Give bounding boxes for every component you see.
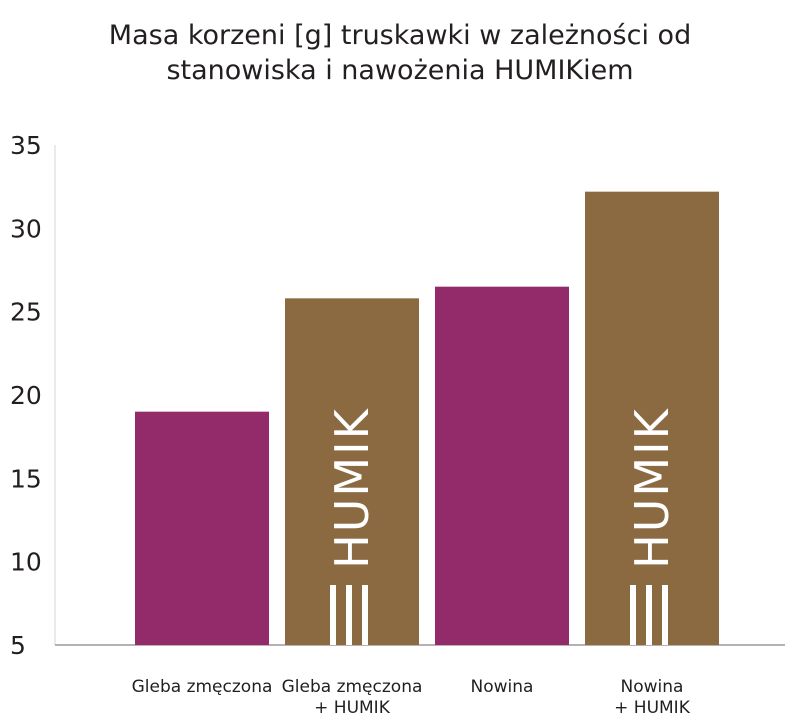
logo-stripe <box>630 585 636 645</box>
x-axis-labels: Gleba zmęczona Gleba zmęczona+ HUMIKNowin… <box>132 677 691 718</box>
logo-stripe <box>346 585 352 645</box>
y-tick-label: 25 <box>10 298 42 327</box>
humik-logo: HUMIK <box>325 407 379 645</box>
bar-group: HUMIK <box>585 191 719 645</box>
logo-stripe <box>646 585 652 645</box>
logo-stripe <box>362 585 368 645</box>
x-category-label: + HUMIK <box>614 698 691 718</box>
logo-stripe <box>330 585 336 645</box>
humik-logo-text: HUMIK <box>325 407 379 569</box>
y-axis-ticks: 5 10 15 20 25 30 35 <box>10 131 42 660</box>
y-tick-label: 35 <box>10 131 42 160</box>
y-tick-label: 5 <box>10 631 26 660</box>
bars: HUMIK HUMIK <box>135 191 719 645</box>
bar-group: HUMIK <box>285 298 419 645</box>
x-category-label: Gleba zmęczona <box>132 677 273 697</box>
x-category-label: Nowina <box>471 677 534 697</box>
bar <box>435 286 569 645</box>
x-category-label: Nowina <box>621 677 684 697</box>
bar <box>585 191 719 645</box>
chart-title: Masa korzeni [g] truskawki w zależności … <box>0 18 800 88</box>
bar <box>135 411 269 645</box>
y-tick-label: 20 <box>10 381 42 410</box>
x-category-label: Gleba zmęczona <box>282 677 423 697</box>
logo-stripe <box>662 585 668 645</box>
chart-title-line-1: Masa korzeni [g] truskawki w zależności … <box>108 20 692 51</box>
y-tick-label: 10 <box>10 548 42 577</box>
chart-title-line-2: stanowiska i nawożenia HUMIKiem <box>166 55 634 86</box>
humik-logo-text: HUMIK <box>625 407 679 569</box>
humik-logo: HUMIK <box>625 407 679 645</box>
bar-group <box>135 411 269 645</box>
x-category-label: + HUMIK <box>314 698 391 718</box>
y-tick-label: 15 <box>10 464 42 493</box>
bar-group <box>435 286 569 645</box>
y-tick-label: 30 <box>10 214 42 243</box>
